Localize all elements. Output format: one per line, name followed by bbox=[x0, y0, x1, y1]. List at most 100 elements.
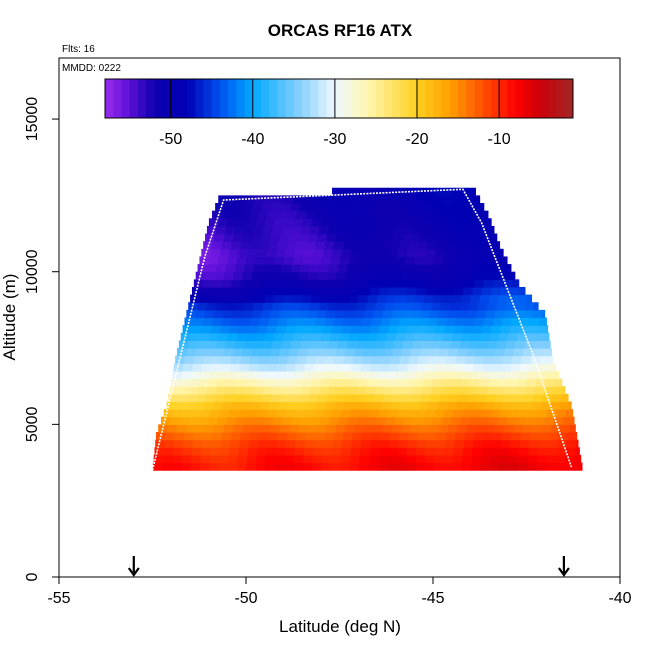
heatmap-cell bbox=[384, 225, 395, 235]
heatmap-cell bbox=[569, 424, 576, 433]
colorbar-segment bbox=[293, 79, 303, 118]
heatmap-cell bbox=[537, 409, 548, 418]
heatmap-cell bbox=[398, 439, 409, 448]
heatmap-cell bbox=[268, 241, 279, 250]
heatmap-cell bbox=[298, 233, 309, 242]
heatmap-cell bbox=[242, 271, 253, 280]
heatmap-cell bbox=[245, 378, 256, 387]
heatmap-cell bbox=[319, 264, 330, 273]
heatmap-cell bbox=[507, 294, 518, 303]
heatmap-cell bbox=[236, 378, 247, 387]
heatmap-cell bbox=[476, 271, 487, 280]
heatmap-cell bbox=[272, 302, 283, 311]
heatmap-cell bbox=[429, 271, 440, 280]
heatmap-cell bbox=[395, 294, 406, 303]
heatmap-cell bbox=[425, 447, 436, 456]
heatmap-cell bbox=[358, 332, 369, 341]
heatmap-cell bbox=[240, 431, 251, 441]
heatmap-cell bbox=[239, 439, 250, 448]
heatmap-cell bbox=[227, 294, 238, 303]
heatmap-cell bbox=[550, 424, 561, 433]
heatmap-cell bbox=[229, 286, 240, 296]
heatmap-cell bbox=[489, 294, 500, 303]
heatmap-cell bbox=[309, 340, 320, 349]
heatmap-cell bbox=[459, 340, 470, 349]
heatmap-cell bbox=[498, 462, 509, 471]
heatmap-cell bbox=[533, 393, 543, 403]
heatmap-cell bbox=[280, 203, 291, 212]
heatmap-cell bbox=[231, 279, 242, 288]
heatmap-cell bbox=[348, 416, 358, 425]
heatmap-cell bbox=[527, 370, 538, 380]
heatmap-cell bbox=[429, 348, 440, 357]
heatmap-cell bbox=[463, 409, 473, 418]
heatmap-cell bbox=[422, 386, 433, 395]
heatmap-cell bbox=[350, 286, 361, 296]
heatmap-cell bbox=[446, 317, 457, 326]
heatmap-cell bbox=[334, 279, 345, 288]
heatmap-cell bbox=[371, 317, 382, 326]
heatmap-cell bbox=[302, 218, 313, 227]
heatmap-cell bbox=[420, 348, 431, 357]
heatmap-cell bbox=[241, 401, 252, 410]
heatmap-cell bbox=[388, 409, 399, 418]
heatmap-cell bbox=[283, 378, 294, 387]
heatmap-cell bbox=[378, 248, 389, 258]
heatmap-cell bbox=[230, 210, 241, 219]
heatmap-cell bbox=[155, 439, 166, 448]
heatmap-cell bbox=[190, 462, 201, 471]
heatmap-cell bbox=[319, 225, 330, 235]
heatmap-cell bbox=[283, 332, 294, 341]
heatmap-cell bbox=[451, 332, 462, 341]
heatmap-cell bbox=[306, 317, 316, 326]
heatmap-cell bbox=[319, 302, 330, 311]
heatmap-cell bbox=[232, 401, 243, 410]
heatmap-cell bbox=[244, 302, 255, 311]
colorbar-segment bbox=[113, 79, 122, 118]
heatmap-cell bbox=[240, 210, 251, 219]
heatmap-cell bbox=[367, 195, 378, 204]
heatmap-cell bbox=[281, 302, 292, 311]
heatmap-cell bbox=[332, 363, 343, 372]
heatmap-cell bbox=[392, 271, 402, 280]
heatmap-cell bbox=[320, 256, 331, 265]
heatmap-cell bbox=[410, 233, 421, 242]
heatmap-cell bbox=[365, 264, 376, 273]
heatmap-cell bbox=[231, 355, 242, 364]
heatmap-cell bbox=[392, 393, 403, 403]
heatmap-cell bbox=[208, 378, 219, 387]
heatmap-cell bbox=[436, 355, 447, 364]
heatmap-cell bbox=[293, 462, 304, 471]
heatmap-cell bbox=[319, 416, 330, 425]
heatmap-cell bbox=[444, 187, 455, 196]
heatmap-cell bbox=[163, 447, 174, 456]
heatmap-cell bbox=[452, 370, 463, 380]
heatmap-cell bbox=[199, 462, 210, 471]
heatmap-cell bbox=[356, 264, 367, 273]
heatmap-cell bbox=[434, 447, 445, 456]
heatmap-cell bbox=[488, 416, 499, 425]
heatmap-cell bbox=[447, 401, 458, 410]
heatmap-cell bbox=[455, 431, 466, 441]
heatmap-cell bbox=[486, 393, 497, 403]
heatmap-cell bbox=[195, 309, 206, 319]
heatmap-cell bbox=[366, 386, 377, 395]
heatmap-cell bbox=[237, 462, 247, 471]
heatmap-cell bbox=[312, 370, 323, 380]
heatmap-cell bbox=[444, 286, 455, 296]
heatmap-cell bbox=[204, 424, 215, 433]
heatmap-cell bbox=[273, 378, 284, 387]
heatmap-cell bbox=[294, 248, 305, 258]
colorbar-segment bbox=[474, 79, 484, 118]
heatmap-cell bbox=[407, 286, 417, 296]
heatmap-cell bbox=[468, 340, 479, 349]
heatmap-cell bbox=[468, 386, 479, 395]
heatmap-cell bbox=[377, 195, 388, 204]
heatmap-cell bbox=[500, 286, 511, 296]
heatmap-cell bbox=[390, 241, 401, 250]
heatmap-cell bbox=[276, 325, 287, 334]
heatmap-cell bbox=[212, 210, 222, 219]
heatmap-cell bbox=[243, 393, 254, 403]
heatmap-cell bbox=[339, 294, 350, 303]
heatmap-cell bbox=[473, 431, 484, 441]
